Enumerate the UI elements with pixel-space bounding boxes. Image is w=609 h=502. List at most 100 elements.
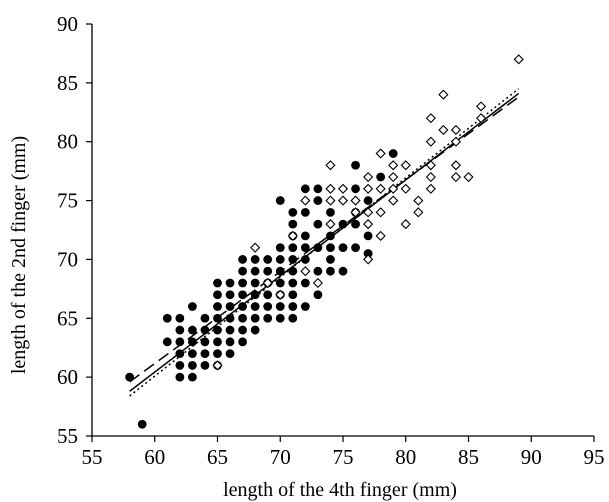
data-point-filled [275, 196, 285, 205]
data-point-open [262, 277, 273, 289]
data-point-filled [275, 243, 285, 253]
data-point-filled [363, 231, 373, 241]
data-point-filled [200, 313, 210, 323]
x-tick-label: 90 [521, 445, 542, 469]
data-point-open [450, 124, 462, 136]
data-point-filled [225, 313, 235, 323]
data-point-filled [188, 302, 197, 311]
data-point-open [413, 195, 424, 206]
data-point-open [388, 171, 399, 183]
data-point-filled [288, 219, 298, 229]
y-tick-label: 85 [57, 71, 78, 95]
data-point-filled [300, 243, 310, 253]
data-point-filled [326, 266, 335, 276]
data-point-open [363, 183, 374, 194]
data-point-filled [263, 302, 273, 311]
data-point-filled [250, 302, 260, 311]
data-point-open [438, 124, 449, 136]
data-point-filled [175, 349, 185, 358]
data-point-open [438, 89, 449, 100]
data-point-filled [125, 372, 135, 382]
data-point-open [425, 160, 436, 171]
data-point-filled [351, 243, 360, 253]
axes: 55 60 65 70 75 80 85 90 95 55 60 65 70 75 80 85 90 [57, 12, 605, 469]
y-tick-label: 55 [57, 424, 78, 448]
data-point-filled [263, 266, 273, 276]
data-point-filled [137, 419, 147, 429]
data-point-filled [238, 290, 248, 300]
regression-lines [129, 88, 520, 397]
data-point-filled [300, 184, 310, 194]
data-point-open [325, 219, 336, 230]
data-point-filled [363, 249, 373, 258]
data-point-open [350, 195, 361, 206]
data-point-open [325, 183, 336, 194]
y-tick-label: 65 [57, 306, 78, 330]
data-point-filled [275, 302, 285, 311]
data-point-open [363, 171, 374, 183]
data-point-open [337, 195, 349, 206]
data-point-open [425, 171, 436, 183]
data-point-filled [300, 278, 310, 288]
data-point-filled [363, 196, 373, 205]
data-point-filled [238, 302, 248, 311]
data-point-filled [288, 207, 298, 217]
data-point-filled [313, 219, 323, 229]
data-point-filled [326, 243, 335, 253]
data-point-open [463, 171, 474, 183]
data-point-open [513, 54, 524, 65]
data-point-open [375, 148, 386, 159]
data-point-filled [213, 302, 222, 311]
data-point-filled [300, 255, 310, 264]
data-point-filled [238, 255, 248, 264]
data-point-filled [288, 313, 298, 323]
data-point-filled [238, 325, 248, 335]
data-point-filled [213, 313, 222, 323]
data-point-filled [225, 325, 235, 335]
data-point-filled [376, 172, 386, 182]
data-point-filled [351, 219, 360, 229]
data-point-filled [188, 372, 197, 382]
data-point-filled [275, 278, 285, 288]
data-point-filled [213, 278, 222, 288]
data-point-filled [300, 302, 310, 311]
data-point-filled [200, 325, 210, 335]
data-point-filled [238, 278, 248, 288]
data-point-open [400, 183, 411, 194]
data-point-filled [200, 337, 210, 347]
data-point-filled [188, 360, 197, 370]
data-point-filled [275, 313, 285, 323]
x-tick-label: 85 [458, 445, 479, 469]
y-tick-label: 80 [57, 130, 78, 154]
data-point-filled [162, 313, 172, 323]
data-point-filled [213, 290, 222, 300]
data-point-filled [263, 313, 273, 323]
regression-line-dashed [129, 96, 520, 383]
data-point-filled [300, 207, 310, 217]
data-point-open [363, 254, 374, 265]
data-point-filled [288, 266, 298, 276]
data-point-open [388, 183, 399, 194]
data-point-open [400, 160, 411, 171]
data-point-filled [351, 160, 360, 170]
regression-line-solid [129, 92, 520, 392]
data-point-filled [175, 325, 185, 335]
data-point-open [375, 230, 386, 241]
y-tick-label: 75 [57, 189, 78, 213]
data-point-filled [188, 349, 197, 358]
data-point-filled [338, 266, 348, 276]
data-point-filled [313, 196, 323, 205]
data-point-filled [351, 184, 360, 194]
y-axis-title: length of the 2nd finger (mm) [8, 136, 30, 374]
data-point-filled [288, 290, 298, 300]
data-point-open [375, 207, 386, 218]
data-point-filled [175, 360, 185, 370]
data-point-open [413, 207, 424, 218]
data-point-filled [175, 372, 185, 382]
y-tick-label: 90 [57, 12, 78, 36]
y-tick-label: 70 [57, 247, 78, 271]
data-point-filled [300, 231, 310, 241]
x-tick-label: 65 [207, 445, 228, 469]
data-point-open [325, 160, 336, 171]
